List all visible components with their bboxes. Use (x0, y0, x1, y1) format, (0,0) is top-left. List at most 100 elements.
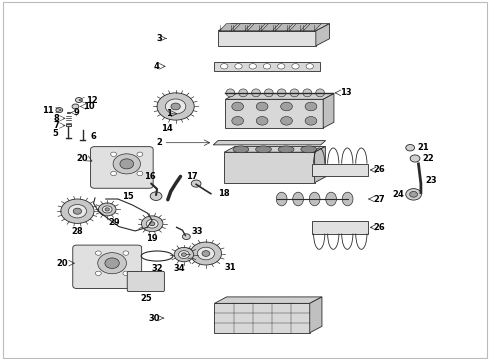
Circle shape (61, 199, 94, 224)
Circle shape (137, 171, 143, 176)
Bar (67, 112, 70, 113)
Ellipse shape (326, 192, 337, 206)
Text: 19: 19 (147, 234, 158, 243)
Bar (312, 221, 368, 234)
Ellipse shape (303, 89, 312, 97)
Polygon shape (323, 94, 334, 128)
FancyBboxPatch shape (127, 271, 164, 292)
Circle shape (96, 251, 101, 255)
Circle shape (73, 208, 81, 214)
Circle shape (406, 144, 415, 151)
Text: 26: 26 (373, 166, 385, 175)
Text: 21: 21 (417, 143, 429, 152)
Circle shape (281, 102, 293, 111)
Text: 22: 22 (422, 154, 434, 163)
FancyBboxPatch shape (91, 147, 153, 188)
Text: 18: 18 (218, 189, 230, 198)
Text: 24: 24 (392, 190, 404, 199)
Text: 7: 7 (53, 121, 59, 130)
Circle shape (277, 64, 285, 69)
Bar (66, 125, 71, 126)
Circle shape (166, 99, 186, 114)
Circle shape (305, 117, 317, 125)
Circle shape (232, 102, 244, 111)
Ellipse shape (276, 192, 287, 206)
Circle shape (306, 64, 314, 69)
Circle shape (220, 64, 228, 69)
Circle shape (123, 251, 129, 255)
Polygon shape (233, 24, 251, 31)
Circle shape (98, 203, 116, 216)
Polygon shape (247, 24, 266, 31)
Circle shape (256, 102, 268, 111)
Circle shape (191, 180, 201, 187)
Circle shape (149, 222, 155, 226)
Polygon shape (261, 24, 279, 31)
Polygon shape (225, 99, 323, 128)
Circle shape (174, 247, 194, 262)
Circle shape (96, 271, 101, 275)
Circle shape (263, 64, 270, 69)
Text: 5: 5 (52, 129, 58, 138)
Ellipse shape (278, 146, 294, 153)
Text: 20: 20 (76, 154, 88, 163)
Circle shape (256, 117, 268, 125)
Text: 4: 4 (154, 62, 159, 71)
Text: 13: 13 (340, 88, 352, 97)
Circle shape (102, 206, 112, 213)
Circle shape (178, 251, 189, 258)
Circle shape (68, 204, 87, 218)
Circle shape (182, 234, 190, 239)
Circle shape (105, 208, 109, 211)
Polygon shape (218, 24, 330, 31)
Text: 33: 33 (191, 228, 203, 237)
Text: 11: 11 (42, 105, 53, 114)
Bar (312, 164, 368, 176)
Circle shape (98, 253, 126, 274)
Polygon shape (316, 24, 330, 46)
Ellipse shape (290, 89, 299, 97)
Circle shape (181, 253, 186, 256)
Circle shape (197, 247, 215, 260)
Circle shape (123, 271, 129, 275)
Text: 16: 16 (144, 172, 156, 181)
Circle shape (72, 104, 79, 109)
Text: 14: 14 (161, 125, 172, 134)
Circle shape (410, 192, 417, 197)
Ellipse shape (239, 89, 247, 97)
Circle shape (232, 117, 244, 125)
Text: 2: 2 (156, 138, 162, 147)
Ellipse shape (265, 89, 273, 97)
Polygon shape (310, 297, 322, 333)
Circle shape (190, 242, 221, 265)
Text: 10: 10 (83, 102, 95, 111)
Text: 25: 25 (140, 294, 152, 303)
Text: 1: 1 (166, 109, 171, 118)
Text: 23: 23 (426, 176, 438, 185)
Polygon shape (225, 94, 334, 99)
Polygon shape (275, 24, 294, 31)
Ellipse shape (342, 192, 353, 206)
Polygon shape (224, 152, 315, 183)
Text: 6: 6 (90, 132, 96, 141)
Text: 30: 30 (148, 314, 159, 323)
Ellipse shape (293, 192, 303, 206)
Circle shape (235, 64, 242, 69)
FancyBboxPatch shape (73, 245, 142, 288)
Text: 17: 17 (186, 172, 198, 181)
Ellipse shape (256, 146, 271, 153)
Text: 27: 27 (373, 194, 385, 203)
Ellipse shape (309, 192, 320, 206)
Text: 9: 9 (74, 108, 80, 117)
Circle shape (137, 152, 143, 156)
Circle shape (410, 155, 420, 162)
Ellipse shape (233, 146, 249, 153)
Bar (215, 62, 319, 71)
Circle shape (281, 117, 293, 125)
Circle shape (150, 192, 162, 201)
Circle shape (56, 108, 63, 113)
Circle shape (157, 93, 194, 120)
Circle shape (406, 189, 421, 200)
Polygon shape (213, 140, 326, 145)
Polygon shape (289, 24, 307, 31)
